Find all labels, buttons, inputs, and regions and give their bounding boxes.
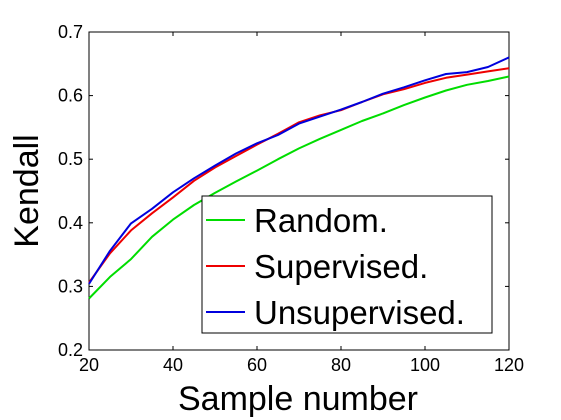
- y-tick-label: 0.6: [58, 86, 83, 106]
- plot-area-border: [88, 31, 510, 351]
- legend-label-unsupervised: Unsupervised.: [254, 294, 465, 331]
- legend-label-supervised: Supervised.: [254, 248, 428, 285]
- x-tick-label: 20: [79, 355, 99, 375]
- legend-label-random: Random.: [254, 202, 388, 239]
- x-tick-label: 80: [331, 355, 351, 375]
- y-axis-ticks: 0.2 0.3 0.4 0.5 0.6 0.7: [58, 22, 509, 360]
- x-tick-label: 120: [494, 355, 524, 375]
- x-tick-label: 60: [247, 355, 267, 375]
- y-tick-label: 0.7: [58, 22, 83, 42]
- y-tick-label: 0.4: [58, 213, 83, 233]
- series-line-supervised: [88, 67, 510, 284]
- series-lines: [88, 56, 510, 300]
- series-line-random: [88, 75, 510, 300]
- y-tick-label: 0.2: [58, 340, 83, 360]
- legend: Random. Supervised. Unsupervised.: [201, 195, 493, 334]
- x-tick-label: 100: [410, 355, 440, 375]
- y-tick-label: 0.5: [58, 149, 83, 169]
- legend-box: [201, 195, 493, 334]
- x-axis-label: Sample number: [178, 380, 418, 418]
- x-axis-ticks: 20 40 60 80 100 120: [79, 32, 524, 375]
- x-tick-label: 40: [163, 355, 183, 375]
- y-tick-label: 0.3: [58, 276, 83, 296]
- series-line-unsupervised: [88, 56, 510, 285]
- y-axis-label: Kendall: [8, 134, 46, 247]
